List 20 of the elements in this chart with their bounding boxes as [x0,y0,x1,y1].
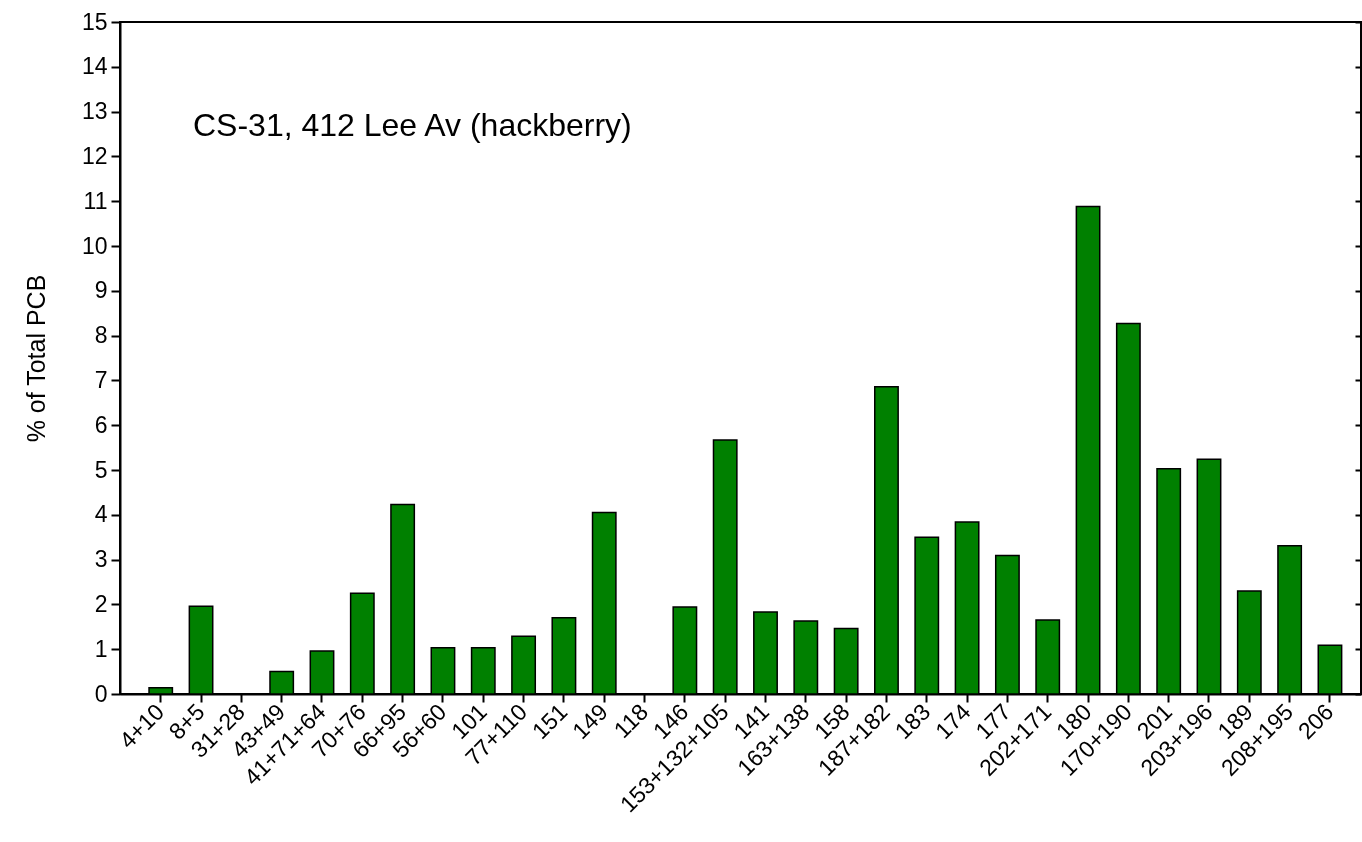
y-tick-label: 6 [94,411,108,438]
y-tick-label: 4 [94,501,108,528]
x-tick-label: 174 [930,698,976,745]
y-tick-label: 0 [94,680,108,707]
text: CS-31, 412 Lee Av (hackberry) [193,107,632,143]
y-tick-label: 7 [94,366,108,393]
y-tick-label: 10 [81,232,108,259]
y-tick-label: 13 [81,98,108,125]
y-tick-label: 11 [83,187,108,214]
y-tick-label: 12 [81,142,108,169]
x-tick-label: 206 [1292,698,1339,745]
y-tick-label: 14 [81,53,108,80]
y-tick-label: 1 [94,635,108,662]
y-tick-label: 8 [94,322,108,349]
y-tick-label: 15 [81,8,108,35]
y-tick-label: 3 [94,546,108,573]
y-tick-label: 5 [94,456,108,483]
y-tick-label: 9 [94,277,108,304]
y-tick-label: 2 [94,590,108,617]
y-axis-title: % of Total PCB [21,274,50,443]
